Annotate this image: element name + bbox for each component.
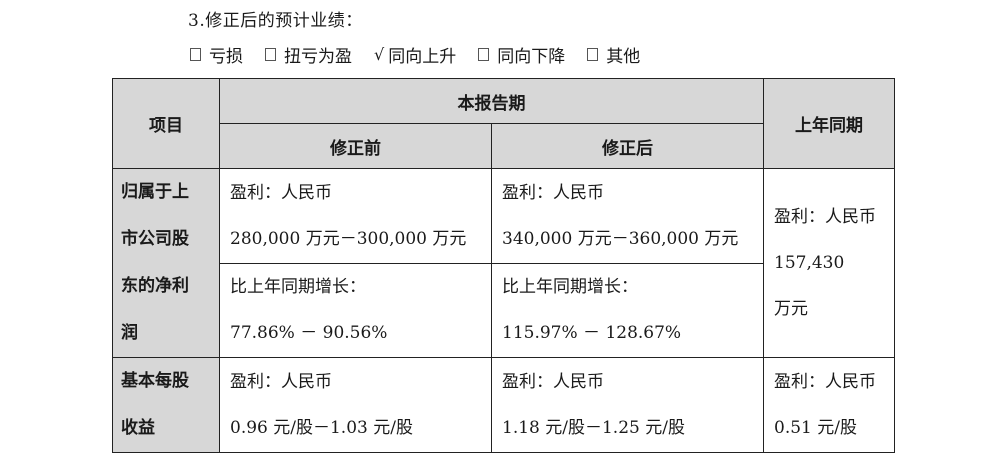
option-label: 同向上升 (388, 47, 457, 67)
option-label: 同向下降 (497, 47, 566, 67)
header-item: 项目 (112, 78, 220, 169)
option-label: 扭亏为盈 (284, 47, 352, 67)
net-profit-prior: 盈利：人民币 157,430 万元 (763, 168, 895, 358)
growth-before: 比上年同期增长： 77.86% － 90.56% (219, 262, 492, 358)
header-after-revision: 修正后 (491, 123, 764, 169)
eps-after: 盈利：人民币 1.18 元/股－1.25 元/股 (491, 357, 764, 453)
option-label: 亏损 (209, 47, 243, 67)
checkbox-empty-icon (190, 48, 201, 61)
option-decrease[interactable]: 同向下降 (478, 42, 565, 67)
header-current-period: 本报告期 (219, 78, 764, 124)
option-label: 其他 (606, 47, 641, 67)
section-heading: 3.修正后的预计业绩： (188, 11, 363, 31)
header-before-revision: 修正前 (219, 123, 492, 169)
performance-type-options: 亏损 扭亏为盈 √ 同向上升 同向下降 其他 (190, 42, 662, 67)
option-loss[interactable]: 亏损 (190, 42, 243, 67)
header-prior-period: 上年同期 (763, 78, 895, 169)
option-other[interactable]: 其他 (587, 42, 640, 67)
forecast-table: 项目 本报告期 上年同期 修正前 修正后 归属于上 市公司股 东的净利 润 盈利… (112, 78, 895, 453)
checkbox-empty-icon (587, 48, 599, 61)
net-profit-after: 盈利：人民币 340,000 万元－360,000 万元 (491, 168, 764, 264)
net-profit-before: 盈利：人民币 280,000 万元－300,000 万元 (219, 168, 492, 264)
row-label-eps: 基本每股 收益 (112, 357, 220, 453)
checkbox-empty-icon (265, 48, 276, 61)
eps-prior: 盈利：人民币 0.51 元/股 (763, 357, 895, 453)
row-label-net-profit: 归属于上 市公司股 东的净利 润 (112, 168, 220, 358)
growth-after: 比上年同期增长： 115.97% － 128.67% (491, 262, 764, 358)
option-turnaround[interactable]: 扭亏为盈 (265, 42, 352, 67)
checkmark-icon: √ (374, 45, 385, 64)
option-increase[interactable]: √ 同向上升 (374, 42, 456, 67)
eps-before: 盈利：人民币 0.96 元/股－1.03 元/股 (219, 357, 492, 453)
checkbox-empty-icon (478, 48, 490, 61)
